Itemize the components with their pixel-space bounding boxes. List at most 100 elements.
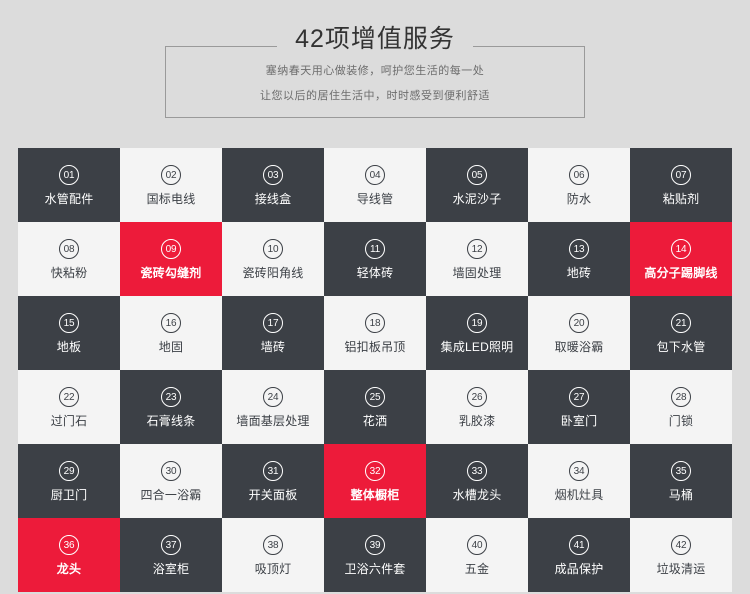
service-cell[interactable]: 13 地砖 bbox=[528, 222, 630, 296]
service-cell[interactable]: 24 墙面基层处理 bbox=[222, 370, 324, 444]
header-subtitle-line-2: 让您以后的居住生活中，时时感受到便利舒适 bbox=[260, 90, 490, 102]
service-number-badge: 34 bbox=[569, 460, 589, 481]
service-number-badge: 21 bbox=[671, 312, 691, 333]
service-number-badge: 09 bbox=[161, 238, 181, 259]
service-number-badge: 41 bbox=[569, 534, 589, 555]
service-number-badge: 33 bbox=[467, 460, 487, 481]
service-cell[interactable]: 41 成品保护 bbox=[528, 518, 630, 592]
service-label: 乳胶漆 bbox=[458, 413, 496, 428]
service-number-badge: 16 bbox=[161, 312, 181, 333]
service-cell[interactable]: 30 四合一浴霸 bbox=[120, 444, 222, 518]
service-cell[interactable]: 03 接线盒 bbox=[222, 148, 324, 222]
service-label: 浴室柜 bbox=[152, 561, 190, 576]
service-label: 墙砖 bbox=[260, 339, 286, 354]
service-label: 水槽龙头 bbox=[452, 487, 502, 502]
service-grid: 01 水管配件 02 国标电线 03 接线盒 04 导线管 05 水泥沙子 06 防水 07 粘贴剂 08 快… bbox=[18, 148, 732, 592]
service-label: 铝扣板吊顶 bbox=[344, 339, 406, 354]
service-label: 五金 bbox=[464, 561, 490, 576]
service-cell[interactable]: 07 粘贴剂 bbox=[630, 148, 732, 222]
service-cell[interactable]: 14 高分子踢脚线 bbox=[630, 222, 732, 296]
service-label: 集成LED照明 bbox=[440, 339, 514, 354]
service-number-badge: 14 bbox=[671, 238, 691, 259]
service-label: 地砖 bbox=[566, 265, 592, 280]
service-cell[interactable]: 42 垃圾清运 bbox=[630, 518, 732, 592]
service-label: 包下水管 bbox=[656, 339, 706, 354]
service-cell[interactable]: 11 轻体砖 bbox=[324, 222, 426, 296]
header: 42项增值服务 塞纳春天用心做装修，呵护您生活的每一处 让您以后的居住生活中，时… bbox=[0, 0, 750, 118]
service-label: 轻体砖 bbox=[356, 265, 394, 280]
service-cell[interactable]: 22 过门石 bbox=[18, 370, 120, 444]
service-number-badge: 17 bbox=[263, 312, 283, 333]
service-label: 厨卫门 bbox=[50, 487, 88, 502]
service-cell[interactable]: 27 卧室门 bbox=[528, 370, 630, 444]
service-label: 成品保护 bbox=[554, 561, 604, 576]
service-number-badge: 35 bbox=[671, 460, 691, 481]
header-content: 42项增值服务 塞纳春天用心做装修，呵护您生活的每一处 让您以后的居住生活中，时… bbox=[0, 22, 750, 106]
service-cell[interactable]: 38 吸顶灯 bbox=[222, 518, 324, 592]
service-number-badge: 11 bbox=[365, 238, 385, 259]
service-label: 地固 bbox=[158, 339, 184, 354]
service-cell[interactable]: 34 烟机灶具 bbox=[528, 444, 630, 518]
service-number-badge: 05 bbox=[467, 164, 487, 185]
service-number-badge: 23 bbox=[161, 386, 181, 407]
service-cell[interactable]: 08 快粘粉 bbox=[18, 222, 120, 296]
service-cell[interactable]: 40 五金 bbox=[426, 518, 528, 592]
service-cell[interactable]: 18 铝扣板吊顶 bbox=[324, 296, 426, 370]
page-title: 42项增值服务 bbox=[277, 22, 473, 56]
service-label: 垃圾清运 bbox=[656, 561, 706, 576]
service-number-badge: 24 bbox=[263, 386, 283, 407]
service-number-badge: 38 bbox=[263, 534, 283, 555]
service-cell[interactable]: 35 马桶 bbox=[630, 444, 732, 518]
header-subtitle-line-1: 塞纳春天用心做装修，呵护您生活的每一处 bbox=[265, 65, 485, 77]
service-cell[interactable]: 32 整体橱柜 bbox=[324, 444, 426, 518]
service-label: 水管配件 bbox=[44, 191, 94, 206]
service-number-badge: 36 bbox=[59, 534, 79, 555]
service-number-badge: 29 bbox=[59, 460, 79, 481]
service-label: 马桶 bbox=[668, 487, 694, 502]
service-cell[interactable]: 31 开关面板 bbox=[222, 444, 324, 518]
service-label: 高分子踢脚线 bbox=[644, 265, 718, 280]
service-label: 接线盒 bbox=[254, 191, 292, 206]
service-cell[interactable]: 17 墙砖 bbox=[222, 296, 324, 370]
service-cell[interactable]: 04 导线管 bbox=[324, 148, 426, 222]
service-cell[interactable]: 10 瓷砖阳角线 bbox=[222, 222, 324, 296]
service-cell[interactable]: 21 包下水管 bbox=[630, 296, 732, 370]
service-number-badge: 20 bbox=[569, 312, 589, 333]
service-label: 防水 bbox=[566, 191, 592, 206]
service-cell[interactable]: 33 水槽龙头 bbox=[426, 444, 528, 518]
service-label: 瓷砖阳角线 bbox=[242, 265, 304, 280]
service-cell[interactable]: 20 取暖浴霸 bbox=[528, 296, 630, 370]
service-cell[interactable]: 12 墙固处理 bbox=[426, 222, 528, 296]
service-cell[interactable]: 09 瓷砖勾缝剂 bbox=[120, 222, 222, 296]
service-cell[interactable]: 26 乳胶漆 bbox=[426, 370, 528, 444]
service-number-badge: 15 bbox=[59, 312, 79, 333]
service-label: 过门石 bbox=[50, 413, 88, 428]
service-cell[interactable]: 25 花洒 bbox=[324, 370, 426, 444]
service-cell[interactable]: 23 石膏线条 bbox=[120, 370, 222, 444]
service-cell[interactable]: 05 水泥沙子 bbox=[426, 148, 528, 222]
service-number-badge: 31 bbox=[263, 460, 283, 481]
service-cell[interactable]: 39 卫浴六件套 bbox=[324, 518, 426, 592]
service-cell[interactable]: 06 防水 bbox=[528, 148, 630, 222]
service-label: 烟机灶具 bbox=[554, 487, 604, 502]
service-cell[interactable]: 16 地固 bbox=[120, 296, 222, 370]
service-cell[interactable]: 01 水管配件 bbox=[18, 148, 120, 222]
service-cell[interactable]: 37 浴室柜 bbox=[120, 518, 222, 592]
service-label: 整体橱柜 bbox=[350, 487, 400, 502]
service-cell[interactable]: 15 地板 bbox=[18, 296, 120, 370]
service-cell[interactable]: 19 集成LED照明 bbox=[426, 296, 528, 370]
service-number-badge: 40 bbox=[467, 534, 487, 555]
service-label: 瓷砖勾缝剂 bbox=[140, 265, 202, 280]
service-number-badge: 30 bbox=[161, 460, 181, 481]
service-label: 地板 bbox=[56, 339, 82, 354]
service-cell[interactable]: 36 龙头 bbox=[18, 518, 120, 592]
service-number-badge: 32 bbox=[365, 460, 385, 481]
service-number-badge: 03 bbox=[263, 164, 283, 185]
service-cell[interactable]: 29 厨卫门 bbox=[18, 444, 120, 518]
service-label: 花洒 bbox=[362, 413, 388, 428]
service-cell[interactable]: 28 门锁 bbox=[630, 370, 732, 444]
service-number-badge: 26 bbox=[467, 386, 487, 407]
service-number-badge: 06 bbox=[569, 164, 589, 185]
service-cell[interactable]: 02 国标电线 bbox=[120, 148, 222, 222]
service-label: 水泥沙子 bbox=[452, 191, 502, 206]
